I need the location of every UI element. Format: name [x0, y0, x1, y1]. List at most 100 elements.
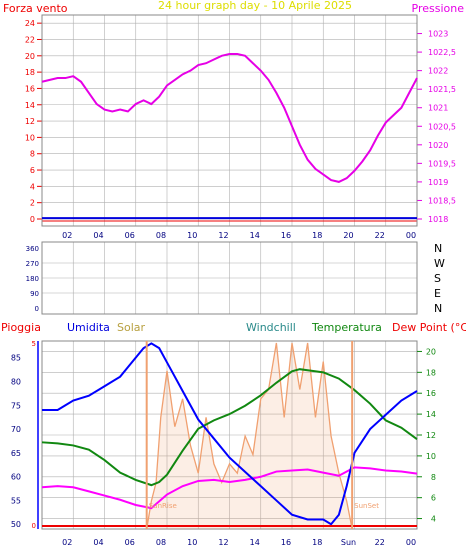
wind-tick-label: 16 — [25, 84, 35, 93]
temperature-tick-label: 4 — [431, 515, 436, 524]
wind-tick-label: 0 — [30, 215, 35, 224]
humidity-tick-label: 80 — [11, 377, 21, 386]
chart-title: 24 hour graph day - 10 Aprile 2025 — [158, 0, 352, 12]
weather-x-tick-label: 16 — [281, 538, 291, 547]
pressure-x-tick-label: 20 — [343, 231, 353, 240]
direction-degree-label: 270 — [26, 260, 39, 268]
humidity-tick-label: 70 — [11, 425, 21, 434]
pressure-series-line — [41, 52, 418, 183]
wind-force-label: Forza vento — [3, 2, 68, 15]
temperature-tick-label: 10 — [426, 452, 436, 461]
humidity-series-line — [42, 342, 418, 526]
weather-legend: Pioggia Umidita Solar Windchill Temperat… — [1, 321, 466, 334]
wind-tick-label: 8 — [30, 150, 35, 159]
temperature-axis-ticks: 4 6 8 10 12 14 16 18 20 — [417, 347, 436, 524]
pressure-x-tick-label: 12 — [218, 231, 228, 240]
wind-tick-label: 22 — [25, 35, 35, 44]
pressure-tick-label: 1022,5 — [428, 48, 456, 57]
pressure-x-tick-label: 08 — [156, 231, 166, 240]
direction-compass-label: E — [434, 287, 441, 300]
rain-tick-label: 0 — [32, 522, 36, 530]
humidity-tick-label: 50 — [11, 520, 21, 529]
legend-dewpoint: Dew Point (°C) — [392, 321, 466, 334]
pressure-x-ticks: 02 04 06 08 10 12 14 16 18 20 22 00 — [62, 231, 416, 240]
weather-x-tick-label: 04 — [93, 538, 103, 547]
pressure-plot-frame — [41, 14, 418, 227]
pressure-tick-label: 1018 — [428, 215, 448, 224]
pressure-tick-label: 1019 — [428, 178, 448, 187]
direction-grid — [42, 242, 418, 314]
temperature-tick-label: 8 — [431, 473, 436, 482]
direction-compass-label: W — [434, 257, 445, 270]
temperature-series-line — [41, 368, 418, 487]
pressure-tick-label: 1019,5 — [428, 159, 456, 168]
pressure-label: Pressione — [412, 2, 465, 15]
humidity-tick-label: 55 — [11, 496, 21, 505]
direction-degree-ticks: 360 270 180 90 0 — [26, 245, 39, 313]
wind-tick-label: 6 — [30, 166, 35, 175]
direction-plot-frame — [41, 241, 418, 315]
weather-x-tick-label: 18 — [312, 538, 322, 547]
solar-area — [146, 343, 353, 529]
weather-x-tick-label: 10 — [187, 538, 197, 547]
weather-grid — [42, 341, 418, 529]
pressure-tick-label: 1020,5 — [428, 122, 456, 131]
dewpoint-series-line — [41, 466, 418, 510]
wind-tick-label: 20 — [25, 52, 35, 61]
pressure-x-tick-label: 22 — [375, 231, 385, 240]
wind-tick-label: 2 — [30, 199, 35, 208]
legend-umidita: Umidita — [67, 321, 110, 334]
direction-degree-label: 0 — [35, 305, 39, 313]
temperature-tick-label: 14 — [426, 410, 436, 419]
sunset-label: SunSet — [354, 502, 379, 510]
sunrise-label: SunRise — [149, 502, 177, 510]
wind-tick-label: 18 — [25, 68, 35, 77]
pressure-tick-label: 1021,5 — [428, 85, 456, 94]
humidity-tick-label: 65 — [11, 449, 21, 458]
pressure-axis-ticks: 1018 1018,5 1019 1019,5 1020 1020,5 1021 1021,5… — [417, 30, 456, 224]
humidity-tick-label: 85 — [11, 354, 21, 363]
legend-temperatura: Temperatura — [311, 321, 382, 334]
pressure-x-tick-label: 00 — [406, 231, 416, 240]
weather-x-tick-label: 14 — [250, 538, 260, 547]
pressure-x-tick-label: 16 — [281, 231, 291, 240]
legend-windchill: Windchill — [246, 321, 296, 334]
pressure-x-tick-label: 10 — [187, 231, 197, 240]
temperature-tick-label: 12 — [426, 431, 436, 440]
rain-axis-ticks: 50 — [32, 340, 36, 530]
pressure-x-tick-label: 02 — [62, 231, 72, 240]
legend-pioggia: Pioggia — [1, 321, 41, 334]
wind-tick-label: 10 — [25, 133, 35, 142]
pressure-x-tick-label: 18 — [312, 231, 322, 240]
direction-degree-label: 180 — [26, 275, 39, 283]
pressure-grid — [42, 15, 418, 226]
legend-solar: Solar — [117, 321, 146, 334]
pressure-tick-label: 1022 — [428, 67, 448, 76]
temperature-tick-label: 20 — [426, 347, 436, 356]
weather-x-tick-label: 12 — [218, 538, 228, 547]
pressure-x-tick-label: 04 — [93, 231, 103, 240]
solar-series — [146, 342, 353, 530]
weather-x-tick-label: 02 — [62, 538, 72, 547]
pressure-tick-label: 1018,5 — [428, 196, 456, 205]
weather-x-tick-label: 00 — [406, 538, 416, 547]
temperature-tick-label: 16 — [426, 389, 436, 398]
weather-x-tick-label: Sun — [341, 538, 356, 547]
pressure-x-tick-label: 14 — [250, 231, 260, 240]
wind-tick-label: 24 — [25, 19, 35, 28]
sun-markers: SunRise SunSet — [145, 341, 379, 529]
direction-degree-label: 90 — [30, 290, 39, 298]
temperature-tick-label: 18 — [426, 368, 436, 377]
weather-x-tick-label: 08 — [156, 538, 166, 547]
weather-x-ticks: 02 04 06 08 10 12 14 16 18 Sun 22 00 — [62, 538, 416, 547]
direction-compass-label: S — [434, 272, 441, 285]
wind-tick-label: 4 — [30, 182, 35, 191]
pressure-tick-label: 1021 — [428, 104, 448, 113]
solar-series-line — [146, 342, 353, 530]
wind-tick-label: 12 — [25, 117, 35, 126]
